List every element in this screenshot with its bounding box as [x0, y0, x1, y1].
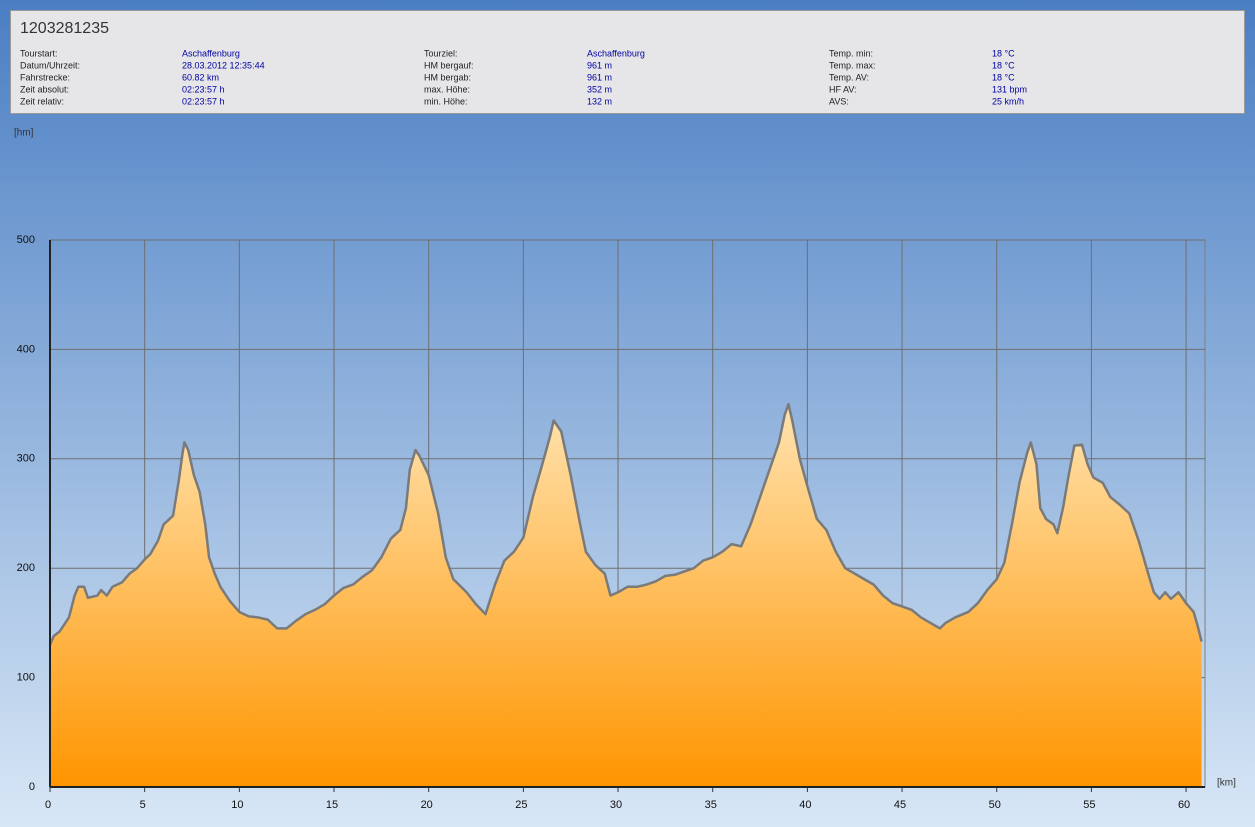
x-tick-label: 5 — [140, 799, 146, 811]
y-tick-label: 100 — [17, 672, 35, 684]
x-tick-label: 45 — [894, 799, 906, 811]
info-value: 18 °C — [992, 60, 1015, 70]
info-value: 18 °C — [992, 48, 1015, 58]
info-label: Zeit relativ: — [20, 96, 64, 106]
x-tick-label: 0 — [45, 799, 51, 811]
info-label: Fahrstrecke: — [20, 72, 70, 82]
y-tick-label: 0 — [29, 781, 35, 793]
y-tick-label: 200 — [17, 562, 35, 574]
info-label: HM bergauf: — [424, 60, 474, 70]
y-tick-label: 500 — [17, 234, 35, 246]
info-value: Aschaffenburg — [587, 48, 645, 58]
info-value: 02:23:57 h — [182, 96, 225, 106]
x-axis-label: [km] — [1217, 778, 1236, 789]
info-label: HM bergab: — [424, 72, 471, 82]
x-tick-label: 35 — [705, 799, 717, 811]
info-label: Tourstart: — [20, 48, 58, 58]
info-label: Datum/Uhrzeit: — [20, 60, 80, 70]
info-value: 18 °C — [992, 72, 1015, 82]
y-axis-label: [hm] — [14, 128, 34, 139]
x-tick-label: 30 — [610, 799, 622, 811]
info-label: Temp. AV: — [829, 72, 869, 82]
x-tick-label: 10 — [231, 799, 243, 811]
y-tick-label: 400 — [17, 343, 35, 355]
info-label: Temp. min: — [829, 48, 873, 58]
info-value: 961 m — [587, 72, 612, 82]
info-value: 28.03.2012 12:35:44 — [182, 60, 265, 70]
info-value: 60.82 km — [182, 72, 219, 82]
x-tick-label: 25 — [515, 799, 527, 811]
x-tick-label: 15 — [326, 799, 338, 811]
x-tick-label: 60 — [1178, 799, 1190, 811]
x-tick-label: 55 — [1083, 799, 1095, 811]
info-value: Aschaffenburg — [182, 48, 240, 58]
info-value: 352 m — [587, 84, 612, 94]
info-value: 25 km/h — [992, 96, 1024, 106]
y-tick-label: 300 — [17, 453, 35, 465]
info-label: Zeit absolut: — [20, 84, 69, 94]
info-label: HF AV: — [829, 84, 857, 94]
info-label: Tourziel: — [424, 48, 458, 58]
info-title: 1203281235 — [20, 20, 109, 37]
info-value: 131 bpm — [992, 84, 1027, 94]
info-label: AVS: — [829, 96, 849, 106]
info-value: 132 m — [587, 96, 612, 106]
x-tick-label: 50 — [989, 799, 1001, 811]
info-value: 961 m — [587, 60, 612, 70]
info-panel — [10, 10, 1245, 114]
info-label: max. Höhe: — [424, 84, 470, 94]
info-value: 02:23:57 h — [182, 84, 225, 94]
x-tick-label: 20 — [421, 799, 433, 811]
line — [48, 402, 1203, 646]
info-label: min. Höhe: — [424, 96, 468, 106]
area — [50, 404, 1202, 787]
info-label: Temp. max: — [829, 60, 876, 70]
x-tick-label: 40 — [799, 799, 811, 811]
